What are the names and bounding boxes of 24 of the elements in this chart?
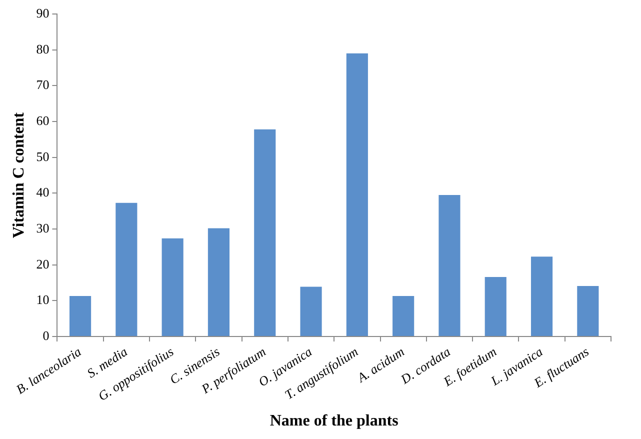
y-tick-label: 70 <box>36 77 50 92</box>
y-tick-label: 10 <box>36 292 50 308</box>
y-tick-label: 90 <box>36 5 50 20</box>
bar <box>530 256 553 336</box>
bar <box>116 202 138 336</box>
bar <box>162 238 184 336</box>
bar <box>577 286 599 336</box>
bar <box>69 296 92 336</box>
y-tick-label: 80 <box>36 41 50 56</box>
bar <box>392 296 414 336</box>
x-axis-title: Name of the plants <box>270 412 398 430</box>
bar <box>300 286 322 336</box>
y-tick-label: 60 <box>36 112 50 128</box>
y-axis-title: Vitamin C content <box>10 112 28 238</box>
y-tick-label: 0 <box>42 328 50 343</box>
y-tick-label: 30 <box>36 220 50 236</box>
y-tick-label: 40 <box>36 184 50 200</box>
y-tick-label: 20 <box>36 256 50 272</box>
bar <box>346 53 368 336</box>
bar <box>484 277 506 336</box>
bar <box>438 194 460 336</box>
y-tick-label: 50 <box>36 148 50 164</box>
bar <box>208 228 230 336</box>
bar <box>254 129 276 336</box>
